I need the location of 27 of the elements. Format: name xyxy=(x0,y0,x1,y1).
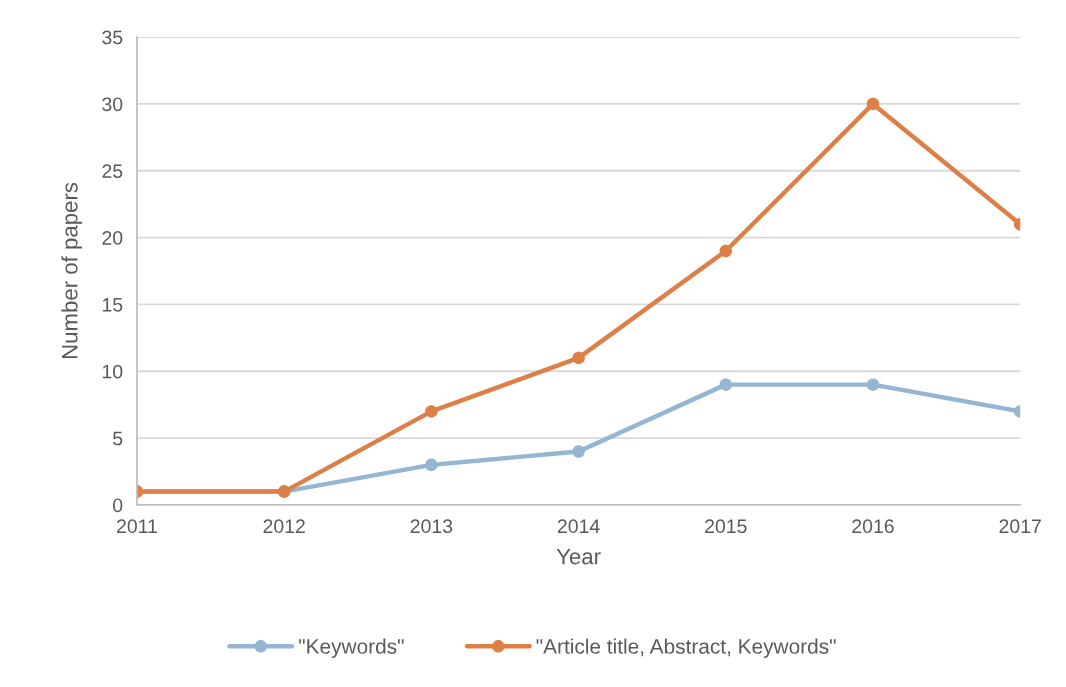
x-tick-label: 2016 xyxy=(852,519,894,534)
point xyxy=(719,244,733,258)
point xyxy=(866,378,880,391)
y-tick-label: 0 xyxy=(113,498,123,513)
point xyxy=(572,445,585,458)
y-tick-label: 35 xyxy=(102,30,123,45)
y-axis-title: Number of papers xyxy=(61,182,83,359)
y-tick-label: 20 xyxy=(102,231,123,245)
point xyxy=(719,378,733,391)
y-tick-label: 25 xyxy=(102,164,123,179)
x-tick-label: 2015 xyxy=(705,519,747,534)
y-tick-label: 5 xyxy=(113,431,123,446)
legend-label: "Keywords" xyxy=(299,638,404,658)
x-tick-label: 2014 xyxy=(557,519,600,534)
point xyxy=(425,405,438,418)
legend-label: "Article title, Abstract, Keywords" xyxy=(536,638,836,658)
point xyxy=(425,458,438,472)
y-tick-label: 10 xyxy=(102,364,123,379)
x-tick-label: 2012 xyxy=(263,519,305,534)
x-axis-title: Year xyxy=(556,548,601,565)
point xyxy=(572,351,585,365)
x-tick-label: 2017 xyxy=(999,519,1041,534)
x-tick-label: 2011 xyxy=(117,519,157,534)
y-tick-label: 30 xyxy=(102,97,123,112)
y-tick-label: 15 xyxy=(102,298,123,312)
x-tick-label: 2013 xyxy=(410,519,453,534)
point xyxy=(866,97,880,111)
